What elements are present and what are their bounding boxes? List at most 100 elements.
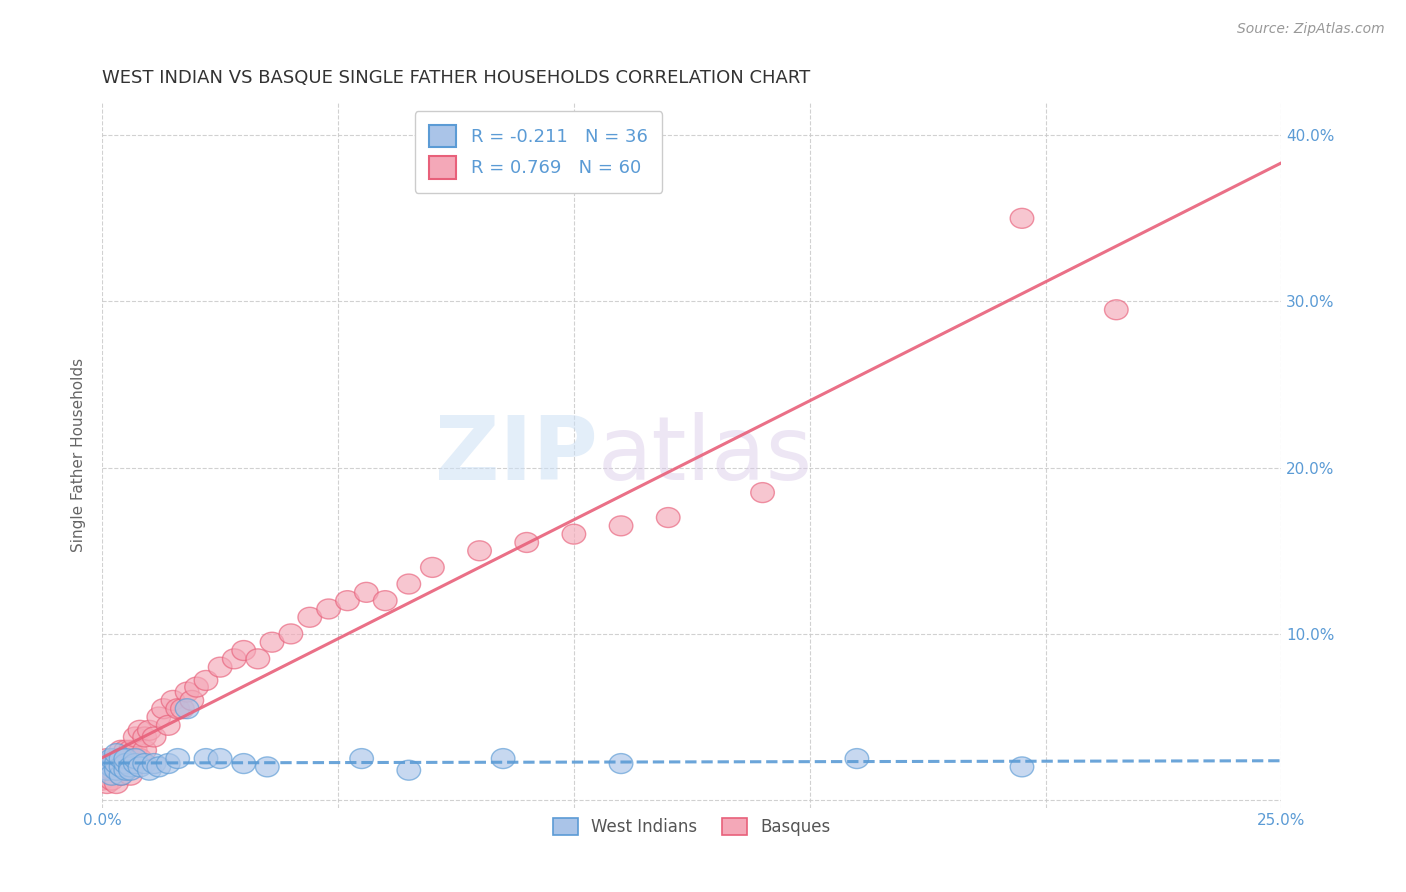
Ellipse shape (96, 754, 118, 773)
Ellipse shape (118, 757, 142, 777)
Ellipse shape (96, 748, 118, 769)
Ellipse shape (1010, 757, 1033, 777)
Ellipse shape (118, 765, 142, 785)
Ellipse shape (124, 748, 148, 769)
Ellipse shape (124, 748, 148, 769)
Ellipse shape (162, 690, 184, 710)
Ellipse shape (256, 757, 278, 777)
Ellipse shape (104, 754, 128, 773)
Ellipse shape (124, 727, 148, 747)
Ellipse shape (104, 748, 128, 769)
Ellipse shape (142, 754, 166, 773)
Ellipse shape (110, 748, 134, 769)
Ellipse shape (114, 754, 138, 773)
Ellipse shape (396, 574, 420, 594)
Ellipse shape (491, 748, 515, 769)
Ellipse shape (110, 757, 134, 777)
Legend: West Indians, Basques: West Indians, Basques (546, 811, 838, 843)
Ellipse shape (222, 648, 246, 669)
Ellipse shape (110, 765, 134, 785)
Text: ZIP: ZIP (434, 412, 598, 499)
Ellipse shape (90, 770, 114, 790)
Ellipse shape (152, 698, 176, 719)
Text: atlas: atlas (598, 412, 813, 499)
Ellipse shape (316, 599, 340, 619)
Ellipse shape (194, 671, 218, 690)
Ellipse shape (128, 757, 152, 777)
Ellipse shape (350, 748, 374, 769)
Ellipse shape (110, 748, 134, 769)
Ellipse shape (246, 648, 270, 669)
Ellipse shape (134, 727, 156, 747)
Ellipse shape (232, 640, 256, 660)
Ellipse shape (278, 624, 302, 644)
Ellipse shape (156, 754, 180, 773)
Ellipse shape (176, 698, 198, 719)
Ellipse shape (1105, 300, 1128, 319)
Ellipse shape (166, 698, 190, 719)
Ellipse shape (118, 748, 142, 769)
Ellipse shape (104, 744, 128, 764)
Ellipse shape (114, 760, 138, 780)
Ellipse shape (184, 677, 208, 697)
Ellipse shape (298, 607, 322, 627)
Ellipse shape (148, 707, 170, 727)
Ellipse shape (110, 740, 134, 760)
Ellipse shape (100, 757, 124, 777)
Ellipse shape (657, 508, 681, 527)
Ellipse shape (420, 558, 444, 577)
Ellipse shape (118, 760, 142, 780)
Ellipse shape (124, 740, 148, 760)
Ellipse shape (100, 754, 124, 773)
Ellipse shape (1010, 209, 1033, 228)
Ellipse shape (100, 765, 124, 785)
Text: WEST INDIAN VS BASQUE SINGLE FATHER HOUSEHOLDS CORRELATION CHART: WEST INDIAN VS BASQUE SINGLE FATHER HOUS… (103, 69, 810, 87)
Ellipse shape (134, 740, 156, 760)
Ellipse shape (124, 754, 148, 773)
Ellipse shape (114, 760, 138, 780)
Ellipse shape (396, 760, 420, 780)
Ellipse shape (104, 773, 128, 794)
Ellipse shape (104, 760, 128, 780)
Ellipse shape (104, 760, 128, 780)
Ellipse shape (138, 760, 162, 780)
Ellipse shape (114, 748, 138, 769)
Ellipse shape (142, 727, 166, 747)
Ellipse shape (208, 657, 232, 677)
Ellipse shape (100, 770, 124, 790)
Ellipse shape (114, 754, 138, 773)
Ellipse shape (845, 748, 869, 769)
Ellipse shape (128, 748, 152, 769)
Ellipse shape (468, 541, 491, 561)
Ellipse shape (232, 754, 256, 773)
Ellipse shape (148, 757, 170, 777)
Text: Source: ZipAtlas.com: Source: ZipAtlas.com (1237, 22, 1385, 37)
Ellipse shape (751, 483, 775, 502)
Ellipse shape (118, 740, 142, 760)
Ellipse shape (260, 632, 284, 652)
Ellipse shape (170, 698, 194, 719)
Ellipse shape (374, 591, 396, 611)
Ellipse shape (134, 754, 156, 773)
Ellipse shape (336, 591, 360, 611)
Ellipse shape (354, 582, 378, 602)
Ellipse shape (194, 748, 218, 769)
Ellipse shape (180, 690, 204, 710)
Ellipse shape (176, 682, 198, 702)
Ellipse shape (208, 748, 232, 769)
Ellipse shape (110, 765, 134, 785)
Ellipse shape (609, 516, 633, 536)
Ellipse shape (156, 715, 180, 735)
Ellipse shape (515, 533, 538, 552)
Ellipse shape (562, 524, 586, 544)
Ellipse shape (609, 754, 633, 773)
Y-axis label: Single Father Households: Single Father Households (72, 359, 86, 552)
Ellipse shape (100, 760, 124, 780)
Ellipse shape (96, 760, 118, 780)
Ellipse shape (114, 740, 138, 760)
Ellipse shape (128, 721, 152, 740)
Ellipse shape (138, 721, 162, 740)
Ellipse shape (166, 748, 190, 769)
Ellipse shape (100, 748, 124, 769)
Ellipse shape (96, 773, 118, 794)
